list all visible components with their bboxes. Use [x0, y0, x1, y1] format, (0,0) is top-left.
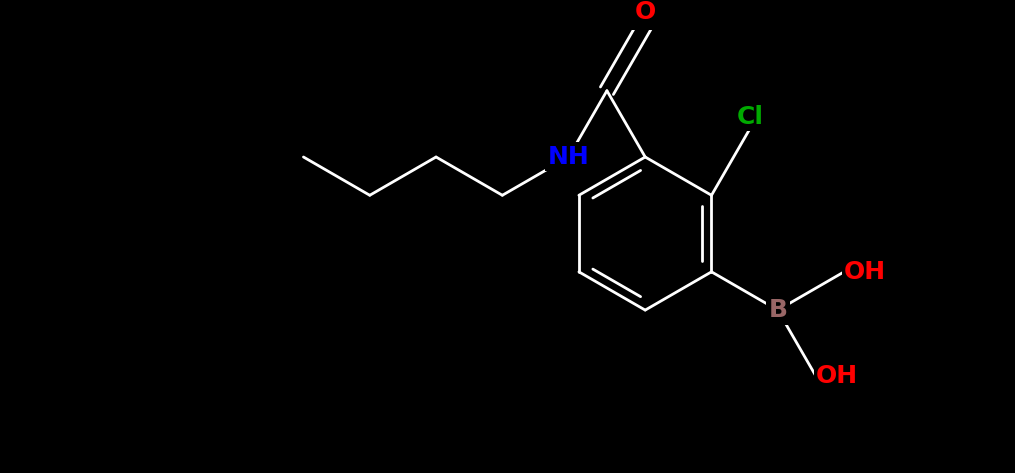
Text: OH: OH [844, 260, 886, 284]
Text: B: B [768, 298, 788, 322]
Text: Cl: Cl [736, 105, 763, 129]
Text: NH: NH [548, 145, 590, 169]
Text: O: O [634, 0, 656, 25]
Text: OH: OH [816, 364, 859, 388]
